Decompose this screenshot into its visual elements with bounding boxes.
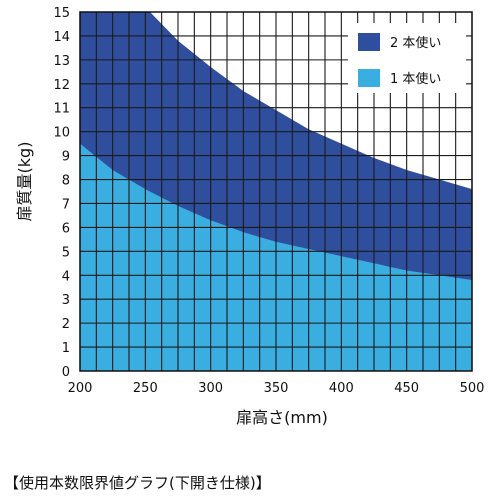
- chart-caption: 【使用本数限界値グラフ(下開き仕様)】: [4, 474, 271, 492]
- x-axis-title: 扉高さ(mm): [236, 408, 328, 427]
- y-tick-label: 5: [62, 245, 70, 260]
- legend-label-2: 1 本使い: [390, 71, 441, 87]
- y-tick-label: 7: [62, 197, 70, 212]
- x-tick-label: 350: [264, 381, 289, 396]
- y-tick-label: 3: [62, 293, 70, 308]
- y-tick-label: 2: [62, 317, 70, 332]
- plot-border: [79, 11, 473, 372]
- x-tick-label: 250: [133, 381, 158, 396]
- y-axis-title: 扉質量(kg): [15, 142, 34, 222]
- legend-swatch-2: [358, 69, 380, 87]
- x-tick-label: 450: [394, 381, 419, 396]
- legend: 2 本使い 1 本使い: [348, 23, 466, 93]
- y-tick-label: 9: [62, 150, 70, 165]
- x-tick-label: 200: [68, 381, 93, 396]
- y-tick-label: 13: [53, 54, 70, 69]
- y-tick-label: 11: [53, 102, 70, 117]
- y-tick-label: 1: [62, 341, 70, 356]
- x-tick-label: 500: [460, 381, 485, 396]
- legend-swatch-1: [358, 33, 380, 51]
- y-tick-label: 6: [62, 221, 70, 236]
- y-tick-label: 8: [62, 174, 70, 189]
- y-tick-label: 15: [53, 6, 70, 21]
- y-tick-label: 0: [62, 365, 70, 380]
- x-tick-label: 300: [198, 381, 223, 396]
- y-tick-label: 4: [62, 269, 70, 284]
- legend-label-1: 2 本使い: [390, 35, 441, 51]
- y-tick-label: 14: [53, 30, 70, 45]
- x-tick-label: 400: [329, 381, 354, 396]
- y-tick-label: 12: [53, 78, 70, 93]
- y-tick-label: 10: [53, 126, 70, 141]
